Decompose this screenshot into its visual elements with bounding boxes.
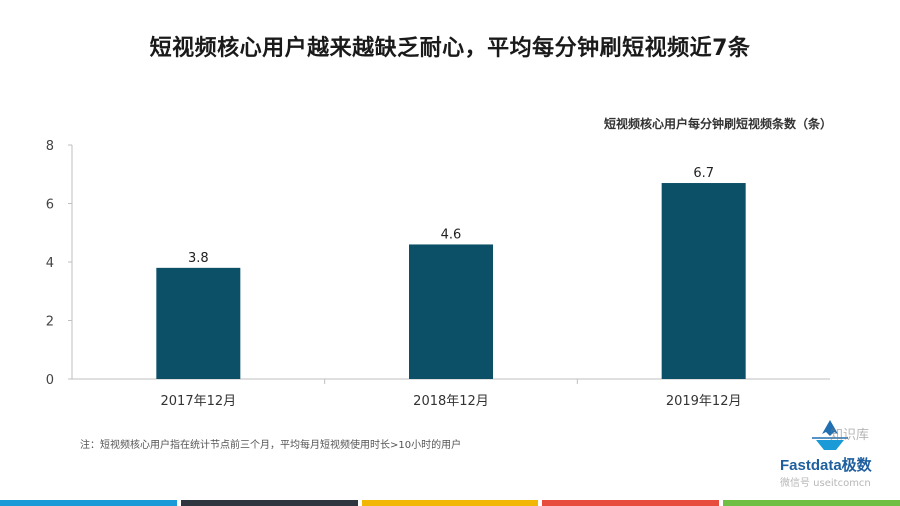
y-tick-label: 6 — [46, 198, 54, 213]
bar — [156, 267, 241, 379]
watermark-subtext: 微信号 useitcomcn — [780, 478, 871, 489]
footer-segment — [361, 500, 539, 506]
bar — [409, 244, 493, 379]
bar-chart: 0 2 4 6 8 3.8 2017年12月 4.6 2018年12月 6.7 2019年12月 — [46, 139, 830, 409]
footer-segment — [0, 500, 177, 506]
page-title: 短视频核心用户越来越缺乏耐心，平均每分钟刷短视频近7条 — [149, 36, 751, 61]
x-tick-label: 2019年12月 — [666, 394, 742, 409]
x-tick-label: 2017年12月 — [161, 394, 237, 409]
chart-title: 短视频核心用户每分钟刷短视频条数（条） — [603, 117, 832, 131]
logo-text: Fastdata极数 — [780, 457, 872, 474]
data-label: 3.8 — [188, 251, 209, 266]
footer-segment — [723, 500, 900, 506]
y-tick-label: 2 — [46, 315, 54, 330]
brand-logo: 知识库 Fastdata极数 微信号 useitcomcn — [780, 418, 890, 489]
footer-segment — [542, 500, 720, 506]
footnote: 注：短视频核心用户指在统计节点前三个月，平均每月短视频使用时长>10小时的用户 — [80, 440, 462, 451]
footer-segment — [180, 500, 358, 506]
data-label: 6.7 — [693, 166, 714, 181]
footer-color-strip — [0, 500, 900, 506]
y-tick-label: 0 — [46, 373, 54, 388]
bar — [661, 183, 746, 379]
y-tick-label: 4 — [46, 256, 54, 271]
y-tick-label: 8 — [46, 139, 54, 154]
watermark-text: 知识库 — [830, 428, 870, 443]
x-tick-label: 2018年12月 — [413, 394, 489, 409]
data-label: 4.6 — [441, 227, 462, 242]
iceberg-icon — [812, 420, 848, 450]
